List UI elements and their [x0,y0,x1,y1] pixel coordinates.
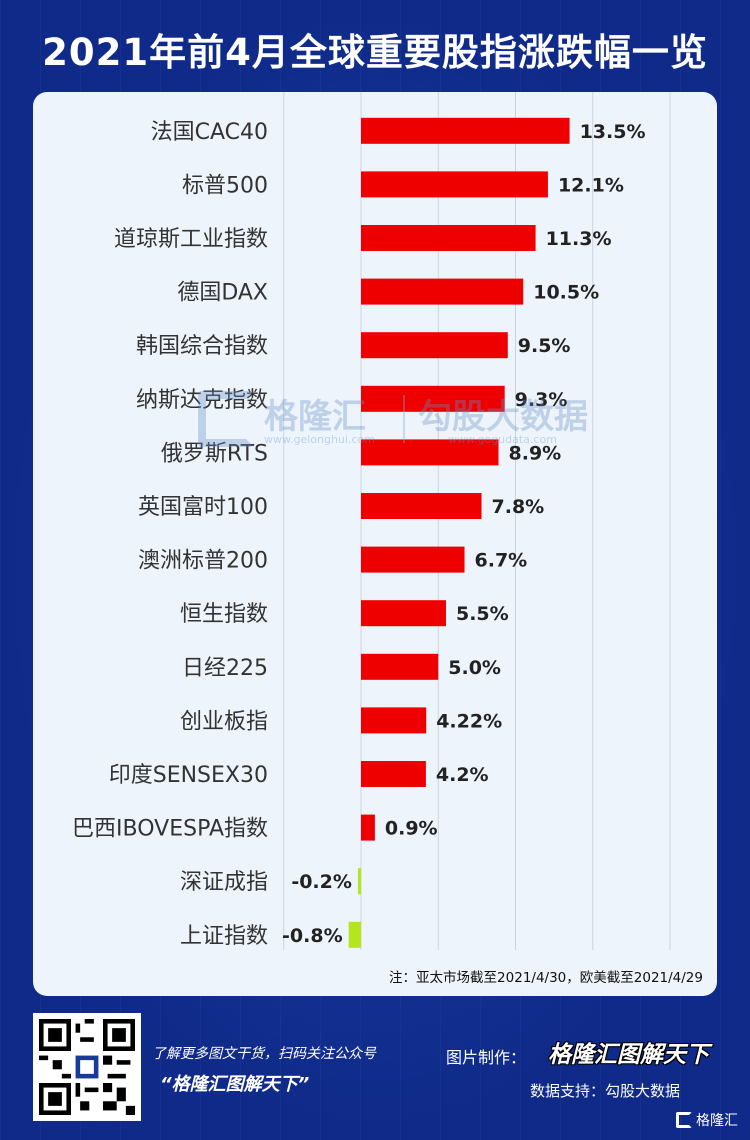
data-label: 12.1% [558,174,624,196]
category-label: 深证成指 [180,870,268,895]
qr-code[interactable] [33,1013,141,1121]
chart-note: 注：亚太市场截至2021/4/30，欧美截至2021/4/29 [389,970,703,986]
category-label: 俄罗斯RTS [161,441,268,466]
bar [361,278,524,305]
bar [361,117,570,144]
maker-label: 图片制作： [446,1048,527,1067]
data-label: 13.5% [580,121,646,143]
category-label: 道琼斯工业指数 [114,227,268,252]
chart-title: 2021年前4月全球重要股指涨跌幅一览 [42,31,708,74]
bar [361,600,446,627]
category-label: 标普500 [182,173,268,198]
category-label: 澳洲标普200 [138,549,268,574]
data-label: -0.2% [291,871,352,893]
bar [361,653,439,680]
bar [361,171,548,198]
category-label: 英国富时100 [138,495,268,520]
data-label: 6.7% [475,550,528,572]
gelonghui-logo-icon [676,1112,692,1128]
category-label: 纳斯达克指数 [136,388,268,413]
data-label: 5.5% [456,603,509,625]
data-label: 7.8% [492,496,545,518]
bar [361,385,505,412]
footer-logo: 格隆汇 [676,1110,738,1130]
maker-brand: 格隆汇图解天下 [548,1042,709,1068]
data-label: 8.9% [509,442,562,464]
category-label: 印度SENSEX30 [109,763,268,788]
category-label: 日经225 [182,656,268,681]
bar [361,332,508,359]
footer-tagline: 了解更多图文干货，扫码关注公众号 [152,1046,376,1062]
data-support: 数据支持：勾股大数据 [530,1082,681,1100]
category-label: 创业板指 [180,709,268,734]
category-label: 巴西IBOVESPA指数 [72,817,268,842]
data-label: 9.5% [518,335,571,357]
bar [348,921,361,948]
data-label: 10.5% [533,282,599,304]
bar-chart: 法国CAC40 13.5% 标普500 12.1% 道琼斯工业指数 11.3% 德国DAX 1… [72,92,671,950]
bar [357,868,361,895]
category-label: 上证指数 [180,924,268,949]
bar [361,493,482,519]
data-label: 4.22% [436,710,502,732]
bar [361,439,499,466]
category-label: 韩国综合指数 [136,334,268,359]
data-label: 5.0% [448,657,501,679]
data-label: 11.3% [546,228,612,250]
category-label: 法国CAC40 [151,120,268,145]
footer-logo-text: 格隆汇 [696,1113,738,1129]
data-label: 0.9% [385,818,438,840]
bar [361,225,536,251]
data-label: -0.8% [282,925,343,947]
category-label: 德国DAX [177,281,268,306]
bar [361,814,375,841]
category-label: 恒生指数 [180,602,268,627]
footer-account-name: “格隆汇图解天下” [160,1074,310,1095]
data-label: 9.3% [515,389,568,411]
bar [361,546,465,573]
bar [361,761,426,787]
qr-code-icon [39,1019,135,1115]
chart-panel: 法国CAC40 13.5% 标普500 12.1% 道琼斯工业指数 11.3% 德国DAX 1… [33,92,717,996]
data-label: 4.2% [436,764,489,786]
bar [361,707,427,734]
